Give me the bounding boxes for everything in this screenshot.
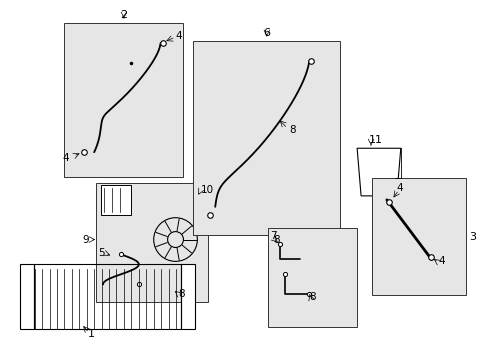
Text: 4: 4 bbox=[175, 31, 182, 41]
Text: 9: 9 bbox=[82, 234, 89, 244]
Bar bbox=[181, 264, 195, 329]
Text: 2: 2 bbox=[120, 10, 127, 20]
Bar bbox=[34, 264, 181, 329]
Text: 3: 3 bbox=[468, 231, 475, 242]
Text: 8: 8 bbox=[178, 289, 185, 299]
Text: 4: 4 bbox=[396, 183, 403, 193]
Text: 4: 4 bbox=[62, 153, 69, 163]
Text: 11: 11 bbox=[368, 135, 382, 145]
Text: 6: 6 bbox=[263, 28, 270, 38]
Text: 8: 8 bbox=[309, 292, 315, 302]
Text: 4: 4 bbox=[438, 256, 444, 266]
Text: 7: 7 bbox=[269, 230, 276, 240]
Text: 5: 5 bbox=[98, 248, 104, 258]
Text: 1: 1 bbox=[87, 329, 95, 339]
Bar bbox=[20, 264, 34, 329]
Bar bbox=[267, 228, 356, 327]
Bar bbox=[101, 185, 131, 215]
Bar bbox=[371, 178, 466, 295]
Text: 10: 10 bbox=[200, 185, 213, 195]
Bar bbox=[64, 23, 183, 177]
Text: 8: 8 bbox=[289, 125, 296, 135]
Polygon shape bbox=[356, 148, 400, 196]
Text: 8: 8 bbox=[272, 234, 279, 244]
Bar bbox=[193, 41, 340, 235]
Bar bbox=[96, 183, 208, 302]
